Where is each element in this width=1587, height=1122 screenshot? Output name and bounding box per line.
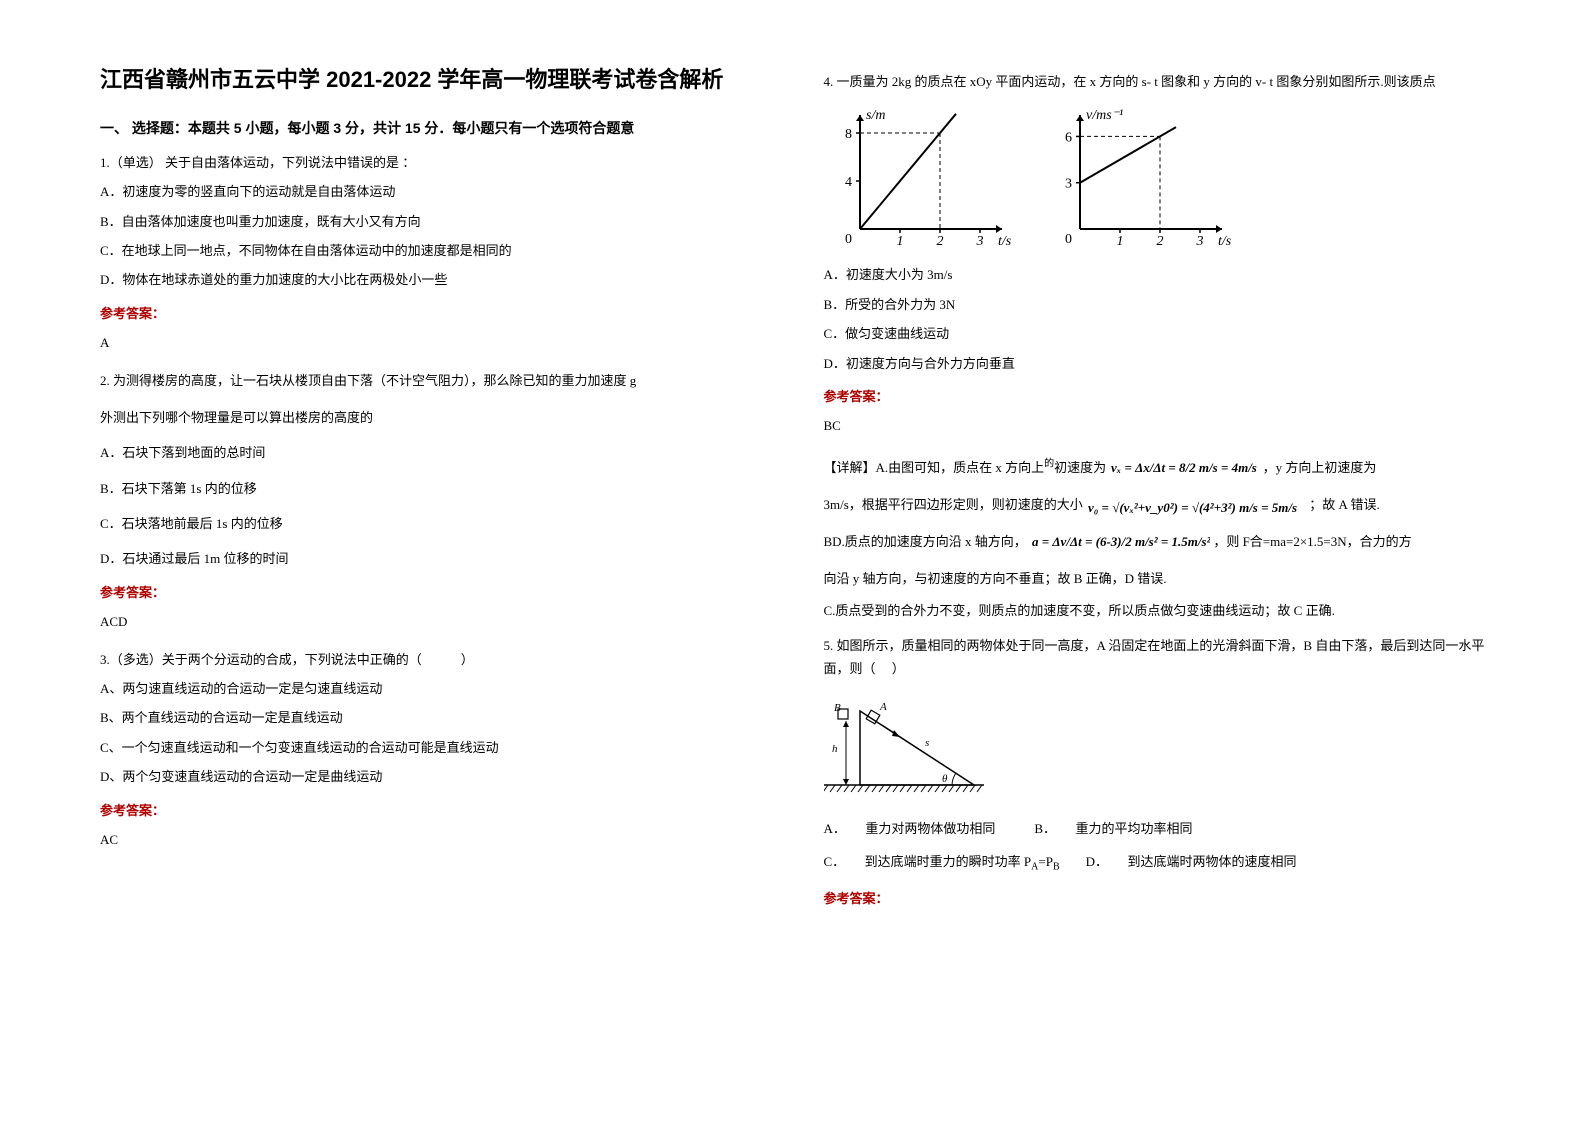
q3-opt-a: A、两匀速直线运动的合运动一定是匀速直线运动	[100, 677, 764, 700]
q4-charts: 1 2 3 4 8 0 t/s s/m 1 2 3 3 6 0 t/s v/ms⁻¹	[824, 103, 1488, 253]
q4-opt-a: A．初速度大小为 3m/s	[824, 263, 1488, 286]
q3-answer-label: 参考答案：	[100, 799, 764, 822]
svg-text:t/s: t/s	[1218, 234, 1232, 249]
q4-exp2-pre: 3m/s，根据平行四边形定则，则初速度的大小	[824, 497, 1083, 512]
formula-vx: vₓ = Δx/Δt = 8/2 m/s = 4m/s	[1109, 452, 1259, 486]
svg-text:2: 2	[1156, 234, 1163, 249]
q2-opt-a: A．石块下落到地面的总时间	[100, 441, 764, 464]
svg-text:θ: θ	[942, 773, 948, 785]
q4-exp1-pre: 【详解】A.由图可知，质点在 x 方向上	[824, 460, 1045, 475]
svg-text:3: 3	[1065, 177, 1072, 192]
q3-opt-b: B、两个直线运动的合运动一定是直线运动	[100, 706, 764, 729]
q4-explain-bd2: 向沿 y 轴方向，与初速度的方向不垂直；故 B 正确，D 错误.	[824, 566, 1488, 592]
svg-text:1: 1	[1116, 234, 1123, 249]
svg-text:4: 4	[845, 175, 852, 190]
svg-text:B: B	[834, 702, 841, 714]
q2-intro2: 外测出下列哪个物理量是可以算出楼房的高度的	[100, 406, 764, 429]
svg-text:0: 0	[845, 232, 852, 247]
q5-row1: A． 重力对两物体做功相同 B． 重力的平均功率相同	[824, 821, 1193, 836]
svg-text:3: 3	[1195, 234, 1203, 249]
q2-answer: ACD	[100, 610, 764, 633]
q2-intro1: 2. 为测得楼房的高度，让一石块从楼顶自由下落（不计空气阻力），那么除已知的重力…	[100, 369, 764, 392]
q4-explain-a2: 3m/s，根据平行四边形定则，则初速度的大小 v₀ = √(vₓ²+v_y0²)…	[824, 492, 1488, 520]
q2-opt-c: C．石块落地前最后 1s 内的位移	[100, 512, 764, 535]
svg-text:h: h	[832, 743, 838, 755]
q4-exp1-mid: 初速度为	[1054, 460, 1106, 475]
q4-explain-c: C.质点受到的合外力不变，则质点的加速度不变，所以质点做匀变速曲线运动；故 C …	[824, 598, 1488, 624]
svg-text:vₓ = Δx/Δt = 8/2 m/s = 4m/s: vₓ = Δx/Δt = 8/2 m/s = 4m/s	[1111, 460, 1257, 475]
q4-exp2-post: ；故 A 错误.	[1309, 497, 1379, 512]
svg-text:2: 2	[936, 234, 943, 249]
svg-text:A: A	[879, 701, 887, 713]
q1-opt-c: C．在地球上同一地点，不同物体在自由落体运动中的加速度都是相同的	[100, 239, 764, 262]
q1-intro: 1.（单选） 关于自由落体运动，下列说法中错误的是 ：	[100, 151, 764, 174]
q4-opt-b: B．所受的合外力为 3N	[824, 293, 1488, 316]
svg-text:v₀ = √(vₓ²+v_y0²) = √(4²+3²) m: v₀ = √(vₓ²+v_y0²) = √(4²+3²) m/s = 5m/s	[1088, 500, 1297, 515]
q1-answer: A	[100, 331, 764, 354]
q5-answer-label: 参考答案：	[824, 887, 1488, 910]
q4-answer-label: 参考答案：	[824, 385, 1488, 408]
right-column: 4. 一质量为 2kg 的质点在 xOy 平面内运动，在 x 方向的 s- t …	[824, 60, 1488, 914]
left-column: 江西省赣州市五云中学 2021-2022 学年高一物理联考试卷含解析 一、 选择…	[100, 60, 764, 914]
q4-explain-a: 【详解】A.由图可知，质点在 x 方向上的初速度为 vₓ = Δx/Δt = 8…	[824, 452, 1488, 486]
q4-opt-d: D．初速度方向与合外力方向垂直	[824, 352, 1488, 375]
q4-exp3-pre: BD.质点的加速度方向沿 x 轴方向，	[824, 534, 1027, 549]
q3-answer: AC	[100, 828, 764, 851]
svg-text:6: 6	[1065, 131, 1072, 146]
q4-exp1-yi: 的	[1044, 458, 1054, 469]
q4-answer: BC	[824, 414, 1488, 437]
svg-text:a = Δv/Δt = (6-3)/2 m/s² = 1.5: a = Δv/Δt = (6-3)/2 m/s² = 1.5m/s²	[1032, 534, 1210, 549]
svg-text:8: 8	[845, 127, 852, 142]
q4-exp1-post: ，y 方向上初速度为	[1263, 460, 1377, 475]
q4-intro: 4. 一质量为 2kg 的质点在 xOy 平面内运动，在 x 方向的 s- t …	[824, 70, 1488, 93]
svg-text:s/m: s/m	[866, 108, 885, 123]
q4-exp3-post: ，则 F合=ma=2×1.5=3N，合力的方	[1213, 534, 1411, 549]
svg-text:v/ms⁻¹: v/ms⁻¹	[1086, 108, 1123, 123]
q5-opt-cd: C． 到达底端时重力的瞬时功率 PA=PB D． 到达底端时两物体的速度相同	[824, 850, 1488, 877]
svg-text:t/s: t/s	[998, 234, 1012, 249]
q1-opt-d: D．物体在地球赤道处的重力加速度的大小比在两极处小一些	[100, 268, 764, 291]
formula-v0: v₀ = √(vₓ²+v_y0²) = √(4²+3²) m/s = 5m/s	[1086, 492, 1306, 520]
q4-chart-st: 1 2 3 4 8 0 t/s s/m	[824, 103, 1024, 253]
q3-opt-d: D、两个匀变速直线运动的合运动一定是曲线运动	[100, 765, 764, 788]
q1-opt-a: A．初速度为零的竖直向下的运动就是自由落体运动	[100, 180, 764, 203]
q3-opt-c: C、一个匀速直线运动和一个匀变速直线运动的合运动可能是直线运动	[100, 736, 764, 759]
q4-chart-vt: 1 2 3 3 6 0 t/s v/ms⁻¹	[1044, 103, 1244, 253]
q4-opt-c: C．做匀变速曲线运动	[824, 322, 1488, 345]
q1-answer-label: 参考答案：	[100, 302, 764, 325]
q5-intro: 5. 如图所示，质量相同的两物体处于同一高度，A 沿固定在地面上的光滑斜面下滑，…	[824, 634, 1488, 681]
q2-opt-b: B．石块下落第 1s 内的位移	[100, 477, 764, 500]
doc-title: 江西省赣州市五云中学 2021-2022 学年高一物理联考试卷含解析	[100, 60, 764, 100]
q5-opt-ab: A． 重力对两物体做功相同 B． 重力的平均功率相同	[824, 817, 1488, 840]
svg-text:0: 0	[1065, 232, 1072, 247]
formula-a: a = Δv/Δt = (6-3)/2 m/s² = 1.5m/s²	[1030, 526, 1210, 560]
section1-header: 一、 选择题：本题共 5 小题，每小题 3 分，共计 15 分．每小题只有一个选…	[100, 116, 764, 141]
q1-opt-b: B．自由落体加速度也叫重力加速度，既有大小又有方向	[100, 210, 764, 233]
q4-explain-bd: BD.质点的加速度方向沿 x 轴方向， a = Δv/Δt = (6-3)/2 …	[824, 526, 1488, 560]
svg-text:3: 3	[975, 234, 983, 249]
q2-opt-d: D．石块通过最后 1m 位移的时间	[100, 547, 764, 570]
svg-text:s: s	[925, 737, 929, 749]
q5-triangle: A Bh s θ	[824, 693, 1004, 803]
q2-answer-label: 参考答案：	[100, 581, 764, 604]
q3-intro: 3.（多选）关于两个分运动的合成，下列说法中正确的（ ）	[100, 648, 764, 671]
svg-text:1: 1	[896, 234, 903, 249]
